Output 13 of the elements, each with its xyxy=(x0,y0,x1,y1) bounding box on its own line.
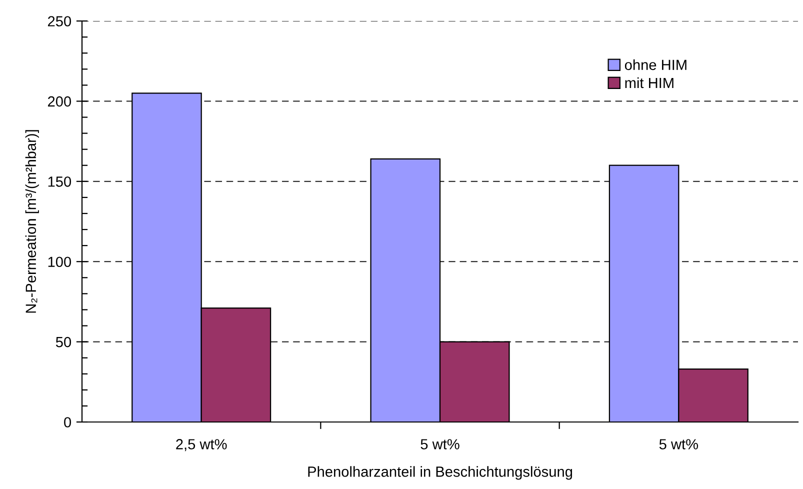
y-tick-label: 200 xyxy=(48,96,72,107)
y-tick-label: 100 xyxy=(48,256,72,268)
legend-label: ohne HIM xyxy=(624,59,686,70)
y-tick-label: 150 xyxy=(48,176,72,187)
x-tick-label: 5 wt% xyxy=(659,439,698,450)
y-tick-label: 0 xyxy=(64,417,72,428)
y-tick-label: 250 xyxy=(48,16,72,26)
x-tick-label: 2,5 wt% xyxy=(176,439,227,452)
y-tick-label: 50 xyxy=(56,336,72,348)
y-axis-title: N₂-Permeation [m³/(m²hbar)] xyxy=(25,130,39,313)
x-axis-title: Phenolharzanteil in Beschichtungslösung xyxy=(308,466,572,480)
x-tick-label: 5 wt% xyxy=(420,439,460,450)
legend-label: mit HIM xyxy=(625,77,674,88)
